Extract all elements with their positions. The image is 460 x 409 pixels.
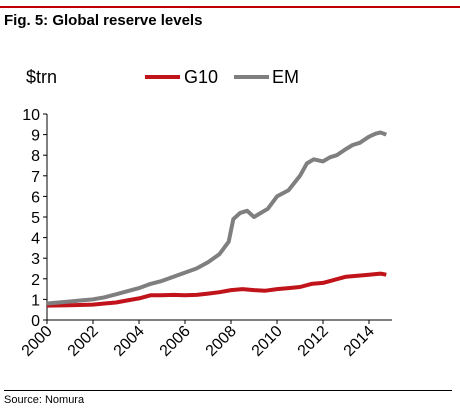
legend-label-em: EM: [272, 67, 299, 87]
x-tick-label: 2006: [157, 323, 194, 360]
x-tick-label: 2010: [249, 323, 286, 360]
x-tick-label: 2014: [341, 323, 378, 360]
y-tick-label: 0: [31, 313, 40, 330]
y-tick-label: 7: [31, 169, 40, 186]
x-tick-label: 2004: [111, 323, 148, 360]
y-tick-label: 9: [31, 128, 40, 145]
series-lines: [46, 130, 387, 308]
y-ticks: 0 1 2 3 4 5 6 7 8 9 10: [22, 107, 47, 330]
source-note: Source: Nomura: [4, 394, 85, 406]
x-tick-label: 2012: [295, 323, 332, 360]
x-tick-label: 2002: [65, 323, 102, 360]
y-tick-label: 2: [31, 272, 40, 289]
y-tick-label: 10: [22, 107, 40, 124]
y-axis-label: $trn: [26, 67, 57, 87]
legend: G10 EM: [145, 67, 299, 87]
top-accent-rule: [0, 6, 460, 8]
footer-rule: [4, 390, 452, 391]
series-line-em: [46, 130, 387, 306]
y-tick-label: 5: [31, 210, 40, 227]
y-tick-label: 4: [31, 231, 40, 248]
x-tick-label: 2000: [19, 323, 56, 360]
legend-label-g10: G10: [184, 67, 218, 87]
y-tick-label: 8: [31, 148, 40, 165]
x-ticks: 2000 2002 2004 2006 2008 2010 2012 2014: [19, 320, 378, 360]
y-tick-label: 6: [31, 189, 40, 206]
y-tick-label: 1: [31, 292, 40, 309]
x-tick-label: 2008: [203, 323, 240, 360]
chart-title: Fig. 5: Global reserve levels: [4, 12, 203, 29]
y-tick-label: 3: [31, 251, 40, 268]
series-line-g10: [46, 271, 387, 308]
